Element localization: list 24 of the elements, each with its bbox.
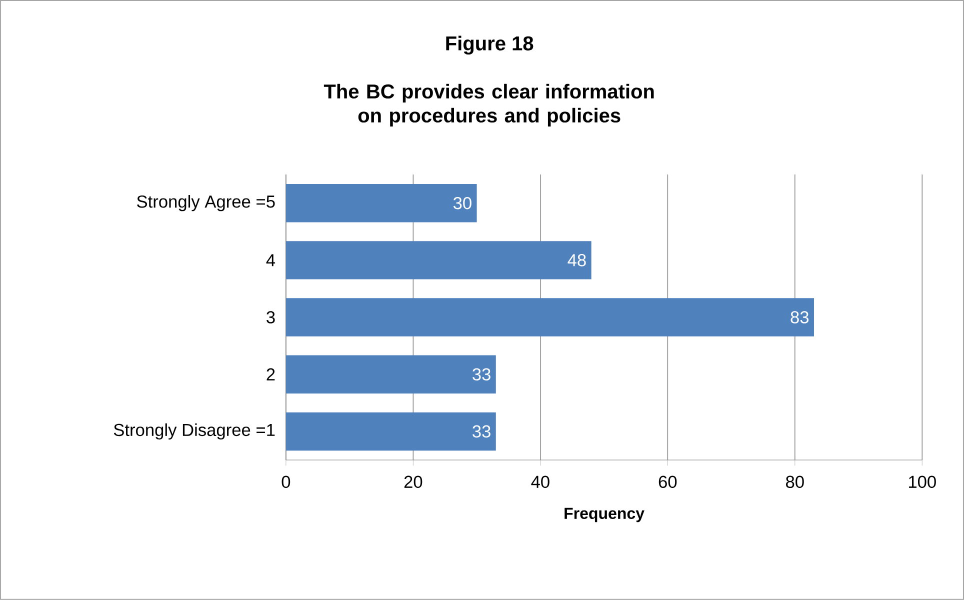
chart-title: Figure 18 xyxy=(446,36,534,55)
x-tick-label: 100 xyxy=(909,476,936,488)
y-tick-label: 4 xyxy=(266,254,276,266)
bar xyxy=(286,241,592,280)
y-tick-label: Strongly Disagree =1 xyxy=(114,423,275,440)
y-tick-label: 2 xyxy=(266,368,275,380)
data-label: 33 xyxy=(472,425,490,438)
data-label: 30 xyxy=(453,197,472,210)
bar xyxy=(286,355,496,394)
data-label: 83 xyxy=(790,311,809,324)
bar xyxy=(286,412,496,451)
x-tick-label: 60 xyxy=(658,476,677,488)
x-tick-label: 40 xyxy=(531,476,550,488)
x-tick-label: 0 xyxy=(282,476,290,488)
bar xyxy=(286,298,814,336)
data-label: 48 xyxy=(568,254,586,266)
y-tick-label: Strongly Agree =5 xyxy=(137,195,275,212)
x-tick-label: 80 xyxy=(786,476,804,488)
chart-subtitle: The BC provides clear information on procedures and policies xyxy=(324,84,654,127)
data-label: 33 xyxy=(472,368,490,381)
x-axis-title: Frequency xyxy=(564,508,644,522)
y-tick-label: 3 xyxy=(266,311,275,324)
x-tick-label: 20 xyxy=(404,476,422,488)
bar xyxy=(286,184,477,222)
